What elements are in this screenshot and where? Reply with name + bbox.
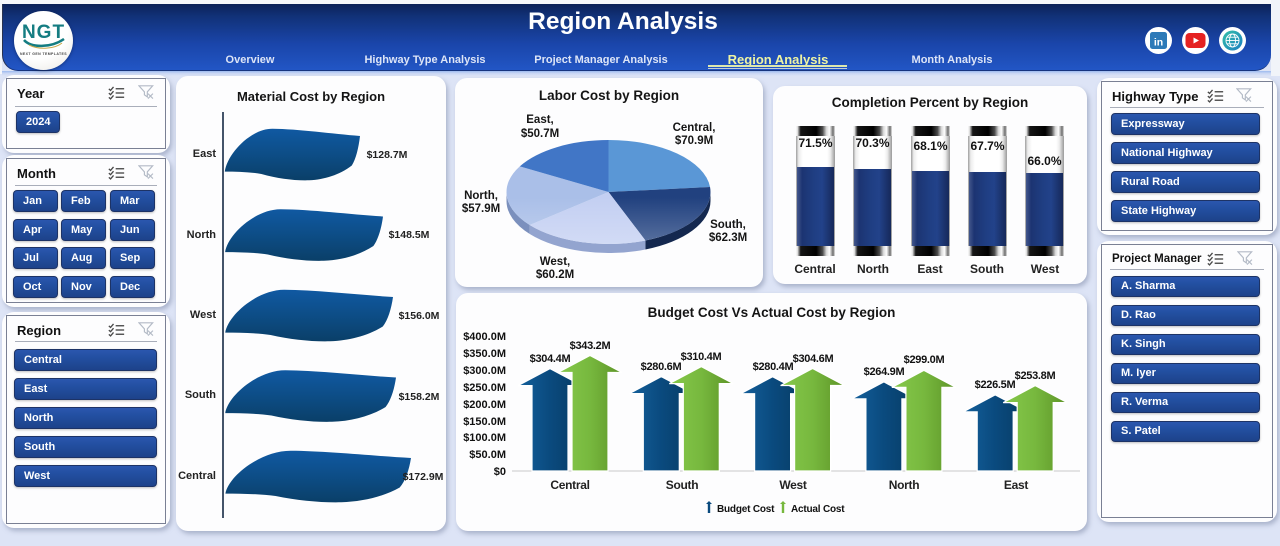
- svg-text:West,: West,: [540, 256, 570, 268]
- svg-text:in: in: [1154, 37, 1163, 49]
- svg-text:$200.0M: $200.0M: [463, 399, 506, 411]
- svg-text:Central,: Central,: [673, 122, 716, 134]
- svg-text:$60.2M: $60.2M: [536, 269, 574, 281]
- svg-text:$264.9M: $264.9M: [864, 366, 905, 378]
- svg-text:$50.0M: $50.0M: [469, 449, 506, 461]
- svg-text:Central: Central: [178, 470, 216, 482]
- svg-text:Actual Cost: Actual Cost: [791, 504, 845, 515]
- svg-text:$156.0M: $156.0M: [399, 310, 440, 322]
- svg-text:$350.0M: $350.0M: [463, 348, 506, 360]
- svg-text:$304.6M: $304.6M: [793, 353, 834, 365]
- svg-text:$57.9M: $57.9M: [462, 203, 500, 215]
- svg-text:Budget Cost: Budget Cost: [717, 504, 775, 515]
- svg-text:East: East: [193, 148, 217, 160]
- svg-text:$50.7M: $50.7M: [521, 128, 559, 140]
- svg-text:$62.3M: $62.3M: [709, 232, 747, 244]
- svg-text:$343.2M: $343.2M: [570, 340, 611, 352]
- svg-text:$250.0M: $250.0M: [463, 382, 506, 394]
- svg-text:$280.6M: $280.6M: [641, 361, 682, 373]
- svg-text:North: North: [889, 478, 920, 492]
- svg-text:West: West: [190, 309, 216, 321]
- svg-text:East,: East,: [526, 114, 554, 126]
- svg-text:$148.5M: $148.5M: [389, 229, 430, 241]
- svg-text:North,: North,: [464, 190, 498, 202]
- svg-text:$100.0M: $100.0M: [463, 432, 506, 444]
- svg-text:Central: Central: [550, 478, 589, 492]
- svg-text:$70.9M: $70.9M: [675, 135, 713, 147]
- svg-text:$226.5M: $226.5M: [975, 379, 1016, 391]
- svg-text:$304.4M: $304.4M: [530, 353, 571, 365]
- svg-text:South: South: [185, 389, 216, 401]
- svg-text:$400.0M: $400.0M: [463, 331, 506, 343]
- svg-text:$253.8M: $253.8M: [1015, 370, 1056, 382]
- svg-text:East: East: [1004, 478, 1028, 492]
- svg-text:$158.2M: $158.2M: [399, 391, 440, 403]
- svg-text:North: North: [187, 229, 217, 241]
- svg-text:South,: South,: [710, 219, 746, 231]
- svg-text:West: West: [779, 478, 807, 492]
- svg-text:$150.0M: $150.0M: [463, 416, 506, 428]
- svg-text:$172.9M: $172.9M: [403, 471, 444, 483]
- svg-text:$299.0M: $299.0M: [904, 354, 945, 366]
- svg-text:$0: $0: [494, 466, 506, 478]
- svg-text:$128.7M: $128.7M: [367, 149, 408, 161]
- svg-text:$300.0M: $300.0M: [463, 365, 506, 377]
- svg-text:$310.4M: $310.4M: [681, 351, 722, 363]
- svg-text:South: South: [666, 478, 699, 492]
- svg-text:$280.4M: $280.4M: [753, 361, 794, 373]
